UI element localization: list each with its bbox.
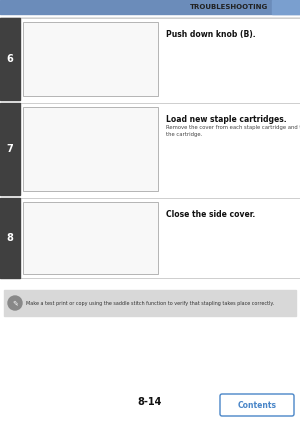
Text: Close the side cover.: Close the side cover. (166, 210, 255, 219)
FancyBboxPatch shape (220, 394, 294, 416)
Text: 8: 8 (7, 233, 14, 243)
Text: ✎: ✎ (12, 300, 18, 306)
Text: Push down knob (B).: Push down knob (B). (166, 30, 256, 39)
Text: Make a test print or copy using the saddle stitch function to verify that stapli: Make a test print or copy using the sadd… (26, 301, 274, 306)
Bar (272, 0, 300, 14)
Text: TROUBLESHOOTING: TROUBLESHOOTING (190, 4, 268, 10)
Text: 8-14: 8-14 (138, 397, 162, 407)
Text: 7: 7 (7, 144, 14, 154)
Text: Remove the cover from each staple cartridge and then install
the cartridge.: Remove the cover from each staple cartri… (166, 125, 300, 137)
Bar (0, 18, 20, 100)
Text: 6: 6 (7, 54, 14, 64)
Bar (0, 103, 20, 195)
Text: Load new staple cartridges.: Load new staple cartridges. (166, 115, 286, 124)
Bar (0, 0, 300, 14)
Bar (23, 107, 158, 191)
Bar (4, 290, 296, 316)
Bar (23, 202, 158, 274)
Bar (0, 198, 20, 278)
Circle shape (8, 296, 22, 310)
Text: Contents: Contents (238, 401, 277, 410)
Bar (23, 22, 158, 96)
